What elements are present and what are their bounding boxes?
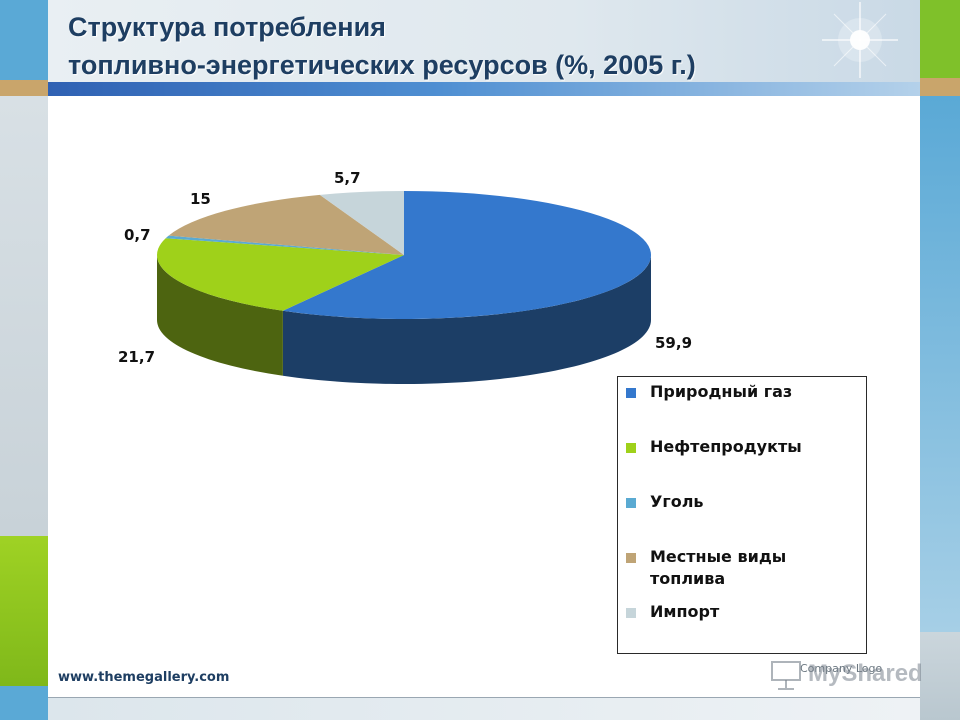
title-area [48, 0, 920, 82]
website-link[interactable]: www.themegallery.com [58, 670, 230, 685]
accent-band [48, 82, 920, 96]
data-labels: 59,9 21,7 0,7 15 5,7 [118, 169, 692, 366]
sparkle-decoration [822, 2, 898, 78]
legend-item-oil-products: Нефтепродукты [626, 436, 850, 458]
data-label-import: 5,7 [334, 169, 361, 187]
slice-local-fuel [168, 194, 404, 255]
legend-swatch-local-fuel [626, 553, 636, 563]
legend-label-local-fuel: Местные виды топлива [650, 547, 787, 588]
legend-label-coal: Уголь [650, 492, 704, 511]
data-label-local-fuel: 15 [190, 190, 211, 208]
data-label-natural-gas: 59,9 [655, 334, 692, 352]
legend-item-natural-gas: Природный газ [626, 381, 850, 403]
legend-swatch-oil-products [626, 443, 636, 453]
slice-natural-gas [282, 191, 652, 319]
legend-swatch-import [626, 608, 636, 618]
company-logo: Company Logo [800, 662, 883, 675]
presentation-icon [771, 661, 801, 690]
slice-side-natural-gas [282, 255, 651, 384]
legend-item-local-fuel: Местные виды топлива [626, 546, 850, 590]
watermark-text: MyShared [808, 660, 923, 687]
pie-slices [157, 191, 652, 319]
chart-legend: Природный газ Нефтепродукты Уголь Местны… [617, 376, 867, 654]
slice-coal [165, 235, 404, 255]
footer-divider [48, 697, 920, 698]
data-label-coal: 0,7 [124, 226, 151, 244]
legend-label-import: Импорт [650, 602, 720, 621]
left-decor-strip [0, 0, 48, 720]
data-label-oil-products: 21,7 [118, 348, 155, 366]
legend-swatch-coal [626, 498, 636, 508]
legend-item-coal: Уголь [626, 491, 850, 513]
legend-item-import: Импорт [626, 601, 850, 623]
legend-swatch-natural-gas [626, 388, 636, 398]
legend-label-natural-gas: Природный газ [650, 382, 793, 401]
right-decor-strip [920, 0, 960, 720]
pie-sides [157, 255, 651, 384]
watermark-logo: MyShared [768, 658, 928, 692]
slide-title: Структура потребления топливно-энергетич… [68, 8, 696, 84]
footer-strip [48, 698, 920, 720]
legend-label-oil-products: Нефтепродукты [650, 437, 802, 456]
slide-title-line-1: Структура потребления [68, 12, 386, 42]
slice-oil-products [157, 238, 404, 311]
slide-title-line-2: топливно-энергетических ресурсов (%, 200… [68, 50, 696, 80]
slice-import [319, 191, 404, 255]
slice-side-oil-products [157, 255, 283, 376]
